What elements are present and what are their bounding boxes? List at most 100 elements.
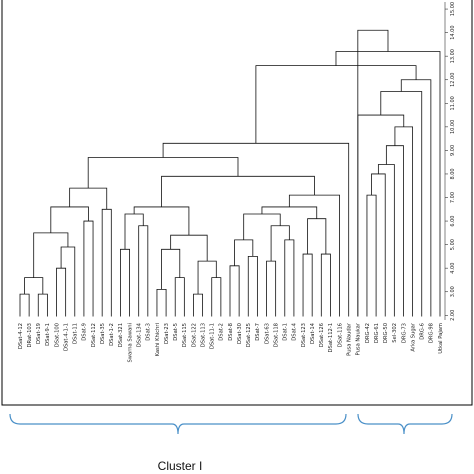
- merge-link-1: [37, 293, 48, 317]
- leaf-label: DSat-11: [73, 323, 79, 344]
- y-axis: 2.00 3.00 4.00 5.00 6.00 7.00 8.00 9.00 10.00 11.…: [444, 2, 456, 321]
- merge-link-17: [211, 277, 222, 317]
- leaf-label: DSat-123: [301, 323, 307, 347]
- leaf-label: Sel-302: [392, 323, 398, 343]
- cluster-label: Cluster I: [158, 459, 203, 473]
- merge-link-43: [400, 79, 432, 317]
- merge-link-30: [307, 218, 327, 255]
- merge-link-36: [366, 194, 377, 317]
- merge-link-9: [69, 187, 108, 210]
- leaf-label: DSat-112-1: [328, 323, 334, 352]
- leaf-label: DSat-125: [246, 323, 252, 347]
- tick-label: 7.00: [450, 192, 456, 203]
- merge-link-31: [261, 206, 318, 219]
- merge-link-19: [170, 234, 208, 262]
- merge-link-0: [19, 293, 30, 317]
- merge-link-8: [101, 208, 112, 317]
- leaf-label: DSat-115: [182, 323, 188, 347]
- merge-link-12: [124, 213, 144, 250]
- tick-label: 2.00: [450, 310, 456, 321]
- merge-link-33: [161, 175, 315, 207]
- merge-link-38: [377, 164, 395, 317]
- tick-label: 10.00: [450, 120, 456, 134]
- leaf-label: Pusa Naudar: [346, 322, 352, 356]
- leaf-label: DSat-35: [100, 323, 106, 344]
- tick-label: 8.00: [450, 168, 456, 179]
- merge-link-27: [243, 213, 281, 240]
- leaf-label: DSat-9-1: [45, 323, 51, 346]
- merge-link-21: [229, 265, 240, 317]
- leaf-label: Arka Sugar: [410, 322, 416, 351]
- merge-link-10: [120, 248, 130, 317]
- tick-label: 9.00: [450, 145, 456, 156]
- leaf-label: DSat-63: [264, 323, 270, 344]
- merge-link-32: [288, 194, 340, 317]
- merge-link-5: [33, 232, 69, 278]
- leaf-label: Kashi Khichri: [155, 323, 161, 356]
- tick-label: 11.00: [450, 96, 456, 110]
- leaf-label: DSat-19: [36, 323, 42, 344]
- leaf-label: Swarna Sawani: [127, 323, 133, 363]
- merge-link-4: [60, 246, 76, 317]
- leaf-label: DSat-126: [319, 323, 325, 347]
- merge-link-7: [50, 206, 89, 233]
- leaf-label: DSat-100: [54, 323, 60, 347]
- leaf-label: Pusa Naukar: [356, 322, 362, 355]
- leaf-label: Utkal Pajam: [438, 323, 444, 354]
- tick-label: 5.00: [450, 239, 456, 250]
- merge-link-11: [138, 225, 149, 317]
- leaf-label: DRG-6: [420, 323, 426, 340]
- leaf-label: DRG-98: [429, 323, 435, 343]
- merge-link-2: [24, 277, 44, 295]
- leaf-label: DSat-9: [82, 323, 88, 341]
- merge-link-14: [174, 277, 185, 317]
- tick-label: 14.00: [450, 25, 456, 39]
- merge-link-46: [357, 29, 389, 317]
- cluster-brace-2: [357, 413, 453, 435]
- merge-link-25: [284, 239, 295, 317]
- leaf-label: DSat-4: [292, 322, 298, 340]
- tick-label: 13.00: [450, 49, 456, 63]
- leaf-label: DSat-1-2: [109, 323, 115, 346]
- leaf-label: DSat-122: [191, 323, 197, 347]
- leaf-label: DSat-30: [237, 323, 243, 344]
- tick-label: 4.00: [450, 263, 456, 274]
- merge-link-15: [161, 248, 181, 290]
- merge-link-20: [133, 206, 190, 236]
- leaf-label: DSat-134: [136, 322, 142, 347]
- cluster-brace-1: [9, 413, 347, 435]
- leaf-label: DSat-14: [310, 322, 316, 344]
- merge-link-23: [234, 239, 254, 266]
- leaf-label: DRat-103: [27, 323, 33, 347]
- leaf-label: DSat-1: [283, 323, 289, 341]
- leaf-label: DSat-5: [173, 323, 179, 341]
- merge-link-13: [156, 288, 167, 317]
- leaf-label: DRG-50: [383, 323, 389, 343]
- leaf-label: DSat-112: [91, 323, 97, 347]
- merge-link-28: [302, 253, 313, 317]
- merge-link-39: [385, 145, 404, 317]
- leaf-label: DSat-4-12: [18, 323, 24, 349]
- dendrogram-links: [19, 29, 441, 317]
- leaf-label: DRG-42: [365, 323, 371, 343]
- merge-link-34: [87, 157, 239, 189]
- merge-link-45: [335, 51, 441, 317]
- leaf-label: DSat-113: [200, 323, 206, 347]
- leaf-label: DRG-61: [374, 323, 380, 343]
- leaf-label: DSat-4-1-1: [63, 323, 69, 351]
- cluster-braces: [9, 413, 453, 435]
- merge-link-44: [255, 65, 417, 144]
- leaf-label: DSat-116: [337, 323, 343, 347]
- merge-link-16: [193, 293, 204, 317]
- leaf-label: DSat-23: [164, 323, 170, 344]
- leaf-label: DSat-11-1: [210, 323, 216, 349]
- merge-link-26: [270, 225, 290, 262]
- leaf-label: DRG-73: [401, 323, 407, 343]
- plot-frame: [1, 0, 473, 406]
- merge-link-24: [266, 260, 277, 317]
- tick-label: 6.00: [450, 215, 456, 226]
- merge-link-3: [56, 267, 67, 317]
- merge-link-6: [83, 220, 94, 317]
- tick-label: 15.00: [450, 2, 456, 16]
- leaf-label: DSat-3: [146, 323, 152, 341]
